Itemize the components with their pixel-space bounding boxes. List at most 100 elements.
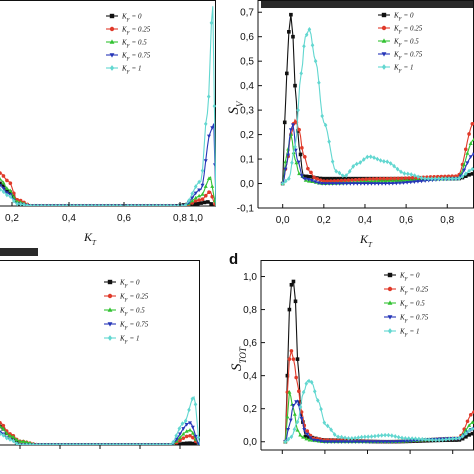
legend-marker — [109, 26, 115, 32]
data-point — [301, 389, 306, 395]
data-point — [399, 176, 404, 181]
data-point — [360, 177, 365, 182]
data-point — [329, 176, 333, 181]
data-point — [457, 176, 461, 181]
data-point — [144, 442, 149, 445]
data-point — [304, 32, 309, 38]
data-point — [353, 440, 358, 444]
data-point — [427, 437, 431, 443]
legend-marker — [109, 65, 115, 71]
data-point — [114, 442, 119, 445]
data-point — [24, 442, 29, 445]
data-point — [316, 181, 321, 185]
x-axis-label: KT — [359, 232, 373, 249]
data-point — [372, 179, 377, 183]
data-point — [468, 155, 473, 159]
data-point — [183, 418, 188, 424]
data-point — [332, 176, 337, 181]
data-point — [41, 442, 46, 445]
data-point — [18, 442, 22, 445]
data-point — [104, 442, 109, 445]
data-point — [339, 434, 344, 440]
data-point — [301, 434, 306, 439]
data-point — [467, 168, 471, 174]
data-point — [378, 158, 383, 163]
data-point — [465, 419, 470, 424]
data-point — [396, 434, 401, 440]
data-point — [94, 442, 99, 445]
x-axis-label: KT — [83, 230, 97, 247]
data-point — [351, 182, 356, 186]
data-point — [8, 194, 13, 199]
data-point — [288, 128, 293, 132]
data-point — [1, 189, 6, 195]
data-point — [203, 193, 208, 198]
data-point — [419, 175, 424, 181]
data-point — [294, 160, 299, 165]
data-point — [329, 427, 333, 433]
data-point — [462, 168, 467, 173]
data-point — [197, 193, 202, 198]
data-point — [283, 439, 288, 445]
data-point — [351, 164, 356, 169]
x-tick-label: 0,8 — [173, 213, 187, 224]
data-point — [398, 439, 403, 444]
data-point — [178, 432, 182, 437]
legend-label: KF = 1 — [399, 328, 419, 339]
y-tick-label: 0,2 — [240, 130, 254, 141]
data-point — [283, 178, 288, 184]
data-point — [124, 442, 129, 445]
data-point — [344, 173, 348, 178]
data-point — [0, 177, 2, 181]
data-point — [98, 442, 102, 445]
data-point — [188, 428, 192, 432]
data-point — [8, 181, 13, 186]
data-point — [21, 439, 26, 444]
y-tick-label: 0,0 — [243, 437, 257, 448]
data-point — [322, 179, 326, 183]
data-point — [1, 184, 6, 189]
legend-marker — [107, 293, 113, 299]
data-point — [133, 203, 137, 206]
data-point — [359, 434, 364, 440]
data-point — [174, 437, 179, 442]
y-tick-label: 0,3 — [240, 106, 254, 117]
legend-marker — [387, 286, 393, 292]
data-point — [18, 439, 22, 443]
y-tick-label: 0,0 — [240, 179, 254, 190]
data-point — [409, 172, 414, 177]
data-point — [410, 176, 415, 180]
data-point — [199, 201, 203, 205]
data-point — [121, 442, 126, 445]
data-point — [319, 406, 323, 412]
data-point — [407, 176, 411, 180]
data-point — [467, 172, 471, 177]
data-point — [363, 440, 368, 444]
data-point — [343, 178, 347, 183]
data-point — [5, 192, 9, 198]
data-point — [79, 203, 83, 206]
data-point — [296, 403, 301, 408]
data-point — [296, 160, 301, 165]
data-point — [306, 166, 310, 171]
top-edge-bar — [261, 0, 474, 8]
data-point — [190, 425, 195, 430]
data-point — [298, 152, 303, 157]
data-point — [376, 179, 381, 183]
panel-c: KF = 0 KF = 0.25 KF = 0.5 KF = 0.75 KF = 1 — [0, 260, 200, 449]
data-point — [470, 426, 474, 432]
data-point — [383, 432, 387, 438]
data-point — [295, 428, 300, 432]
data-point — [347, 169, 352, 174]
data-point — [437, 437, 441, 443]
data-point — [171, 439, 175, 445]
data-point — [181, 441, 186, 445]
data-point — [50, 203, 54, 206]
data-point — [332, 179, 337, 183]
data-point — [390, 433, 394, 438]
data-point — [468, 412, 473, 417]
legend-marker — [387, 315, 393, 320]
data-point — [24, 440, 29, 444]
data-point — [413, 436, 418, 442]
data-point — [415, 180, 420, 184]
